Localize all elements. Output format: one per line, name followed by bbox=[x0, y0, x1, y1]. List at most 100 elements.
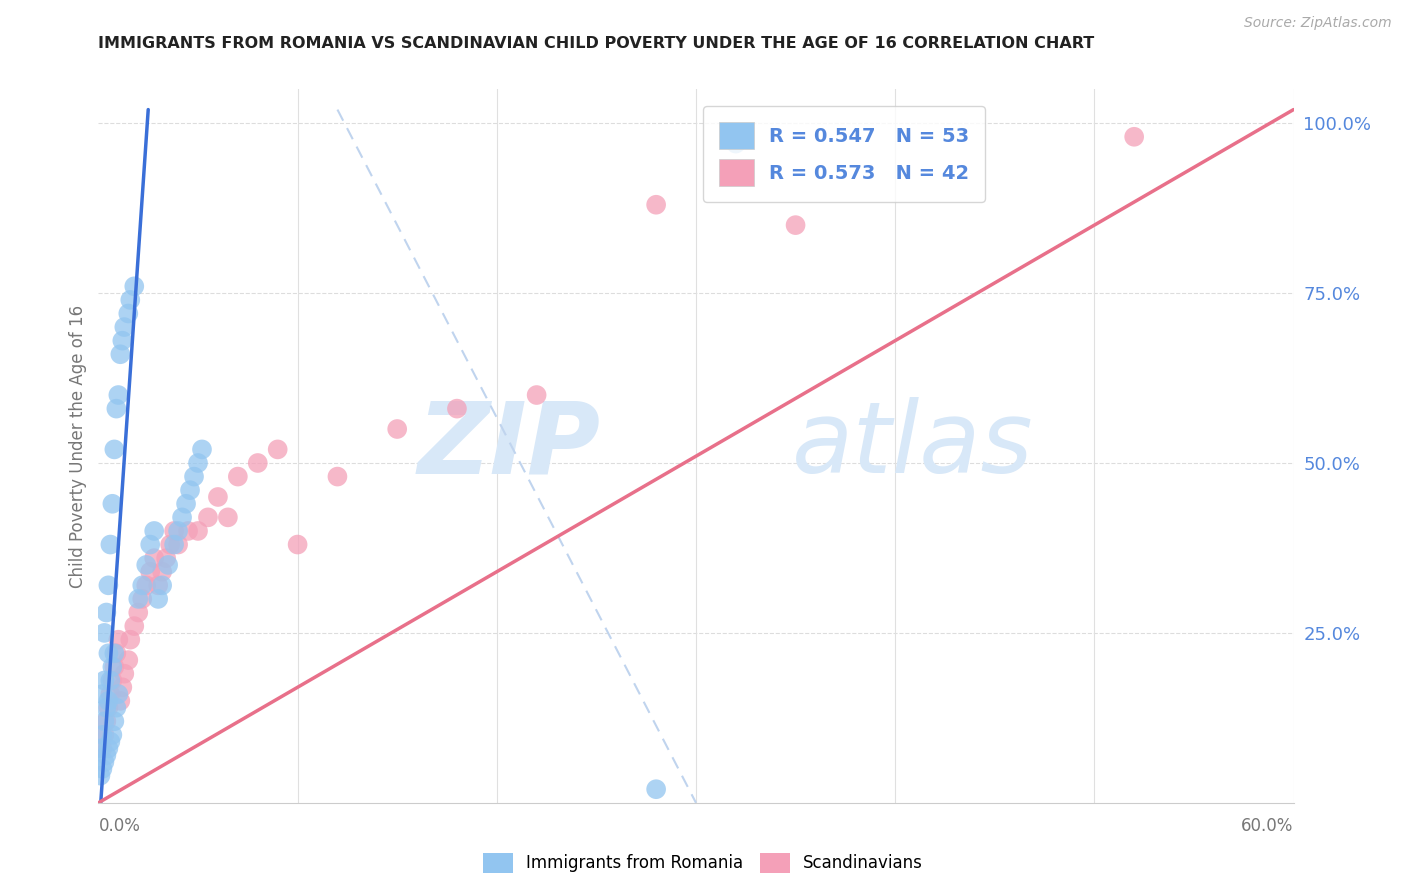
Text: 0.0%: 0.0% bbox=[98, 817, 141, 835]
Point bbox=[724, 136, 747, 151]
Point bbox=[93, 714, 115, 729]
Point bbox=[96, 714, 118, 729]
Point bbox=[148, 578, 170, 592]
Legend: R = 0.547   N = 53, R = 0.573   N = 42: R = 0.547 N = 53, R = 0.573 N = 42 bbox=[703, 106, 986, 202]
Point bbox=[101, 497, 124, 511]
Point bbox=[107, 687, 129, 701]
Y-axis label: Child Poverty Under the Age of 16: Child Poverty Under the Age of 16 bbox=[69, 304, 87, 588]
Legend: Immigrants from Romania, Scandinavians: Immigrants from Romania, Scandinavians bbox=[477, 847, 929, 880]
Point bbox=[131, 578, 153, 592]
Point bbox=[103, 442, 125, 457]
Point bbox=[97, 694, 120, 708]
Point bbox=[159, 537, 181, 551]
Point bbox=[98, 537, 122, 551]
Point bbox=[97, 700, 120, 714]
Point bbox=[179, 483, 201, 498]
Point bbox=[117, 306, 139, 320]
Point bbox=[326, 469, 349, 483]
Point bbox=[143, 524, 166, 538]
Point bbox=[93, 755, 115, 769]
Point bbox=[526, 388, 548, 402]
Text: 60.0%: 60.0% bbox=[1241, 817, 1294, 835]
Point bbox=[207, 490, 229, 504]
Point bbox=[217, 510, 239, 524]
Point bbox=[226, 469, 249, 483]
Point bbox=[93, 626, 115, 640]
Point bbox=[148, 591, 170, 606]
Point bbox=[131, 591, 153, 606]
Point bbox=[105, 646, 128, 660]
Point bbox=[150, 578, 173, 592]
Point bbox=[183, 469, 205, 483]
Point bbox=[267, 442, 290, 457]
Point bbox=[197, 510, 219, 524]
Point bbox=[93, 728, 115, 742]
Point bbox=[172, 510, 194, 524]
Point bbox=[143, 551, 166, 566]
Point bbox=[124, 619, 146, 633]
Point bbox=[167, 524, 190, 538]
Point bbox=[89, 769, 111, 783]
Point bbox=[112, 320, 135, 334]
Point bbox=[111, 334, 134, 348]
Point bbox=[157, 558, 180, 572]
Point bbox=[246, 456, 269, 470]
Point bbox=[139, 537, 162, 551]
Point bbox=[191, 442, 214, 457]
Point bbox=[107, 632, 129, 647]
Text: IMMIGRANTS FROM ROMANIA VS SCANDINAVIAN CHILD POVERTY UNDER THE AGE OF 16 CORREL: IMMIGRANTS FROM ROMANIA VS SCANDINAVIAN … bbox=[98, 36, 1095, 51]
Point bbox=[177, 524, 200, 538]
Point bbox=[135, 578, 157, 592]
Point bbox=[110, 694, 132, 708]
Point bbox=[98, 687, 122, 701]
Point bbox=[101, 660, 124, 674]
Point bbox=[97, 646, 120, 660]
Point bbox=[96, 700, 118, 714]
Point bbox=[645, 782, 668, 797]
Point bbox=[91, 762, 114, 776]
Point bbox=[120, 632, 142, 647]
Point bbox=[174, 497, 197, 511]
Point bbox=[446, 401, 468, 416]
Point bbox=[110, 347, 132, 361]
Point bbox=[103, 660, 125, 674]
Point bbox=[103, 714, 125, 729]
Point bbox=[127, 606, 149, 620]
Text: atlas: atlas bbox=[792, 398, 1033, 494]
Point bbox=[91, 687, 114, 701]
Point bbox=[101, 728, 124, 742]
Point bbox=[187, 456, 209, 470]
Point bbox=[127, 591, 149, 606]
Point bbox=[97, 741, 120, 756]
Point bbox=[163, 537, 186, 551]
Point bbox=[385, 422, 409, 436]
Text: ZIP: ZIP bbox=[418, 398, 600, 494]
Point bbox=[89, 741, 111, 756]
Point bbox=[96, 606, 118, 620]
Point bbox=[112, 666, 135, 681]
Point bbox=[167, 537, 190, 551]
Point bbox=[187, 524, 209, 538]
Point bbox=[645, 198, 668, 212]
Point bbox=[98, 734, 122, 748]
Point bbox=[107, 388, 129, 402]
Point bbox=[124, 279, 146, 293]
Point bbox=[1123, 129, 1146, 144]
Point bbox=[155, 551, 177, 566]
Point bbox=[97, 578, 120, 592]
Point bbox=[98, 673, 122, 688]
Point bbox=[120, 293, 142, 307]
Point bbox=[93, 673, 115, 688]
Point bbox=[135, 558, 157, 572]
Text: Source: ZipAtlas.com: Source: ZipAtlas.com bbox=[1244, 16, 1392, 29]
Point bbox=[150, 565, 173, 579]
Point bbox=[163, 524, 186, 538]
Point bbox=[105, 700, 128, 714]
Point bbox=[91, 728, 114, 742]
Point bbox=[103, 646, 125, 660]
Point bbox=[785, 218, 807, 232]
Point bbox=[96, 748, 118, 763]
Point bbox=[287, 537, 309, 551]
Point bbox=[101, 673, 124, 688]
Point bbox=[111, 680, 134, 694]
